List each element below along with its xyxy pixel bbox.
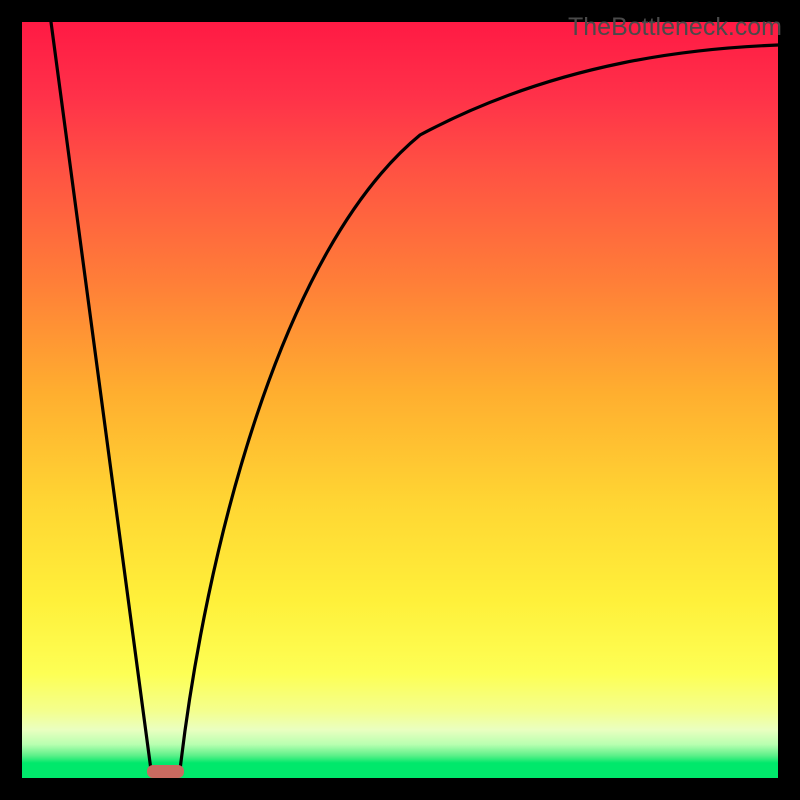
minimum-marker [147, 765, 184, 778]
chart-svg [0, 0, 800, 800]
green-band [22, 763, 778, 778]
bottleneck-chart: TheBottleneck.com [0, 0, 800, 800]
watermark-text: TheBottleneck.com [568, 13, 782, 42]
